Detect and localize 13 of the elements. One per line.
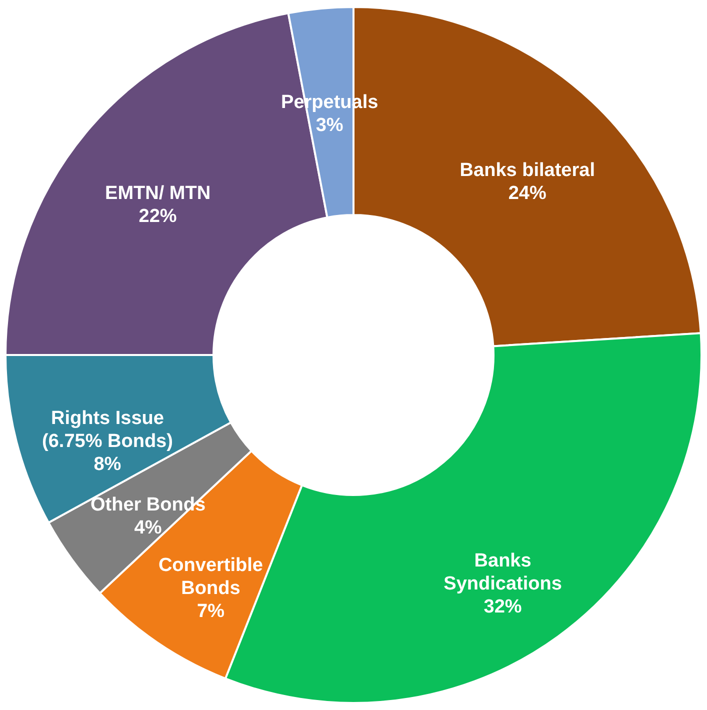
slice-label: Perpetuals <box>281 92 378 114</box>
data-label: 7% <box>196 601 225 622</box>
data-label: 8% <box>94 454 122 476</box>
data-label: 32% <box>484 596 522 618</box>
data-label: 24% <box>508 182 546 204</box>
data-label: 22% <box>138 206 177 228</box>
slice-label: EMTN/ MTN <box>105 183 211 204</box>
slice-label: Banks Syndications <box>444 550 562 594</box>
slice-label: Convertible Bonds <box>158 555 263 600</box>
data-label: 3% <box>316 115 344 136</box>
slice-label: Banks bilateral <box>460 160 595 181</box>
data-label: 4% <box>134 517 162 538</box>
slice-label: Rights Issue (6.75% Bonds) <box>42 408 173 452</box>
